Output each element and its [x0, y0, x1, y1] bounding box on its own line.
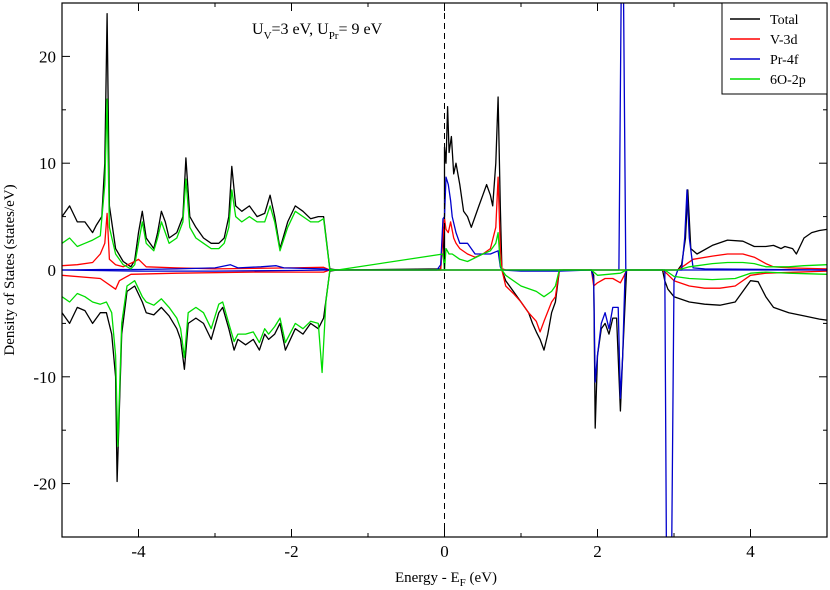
annotation-part2-sub: Pr: [329, 30, 339, 42]
x-tick-label: -4: [131, 542, 146, 561]
legend: Total V-3d Pr-4f 6O-2p: [721, 2, 828, 95]
annotation-part1: U: [252, 21, 264, 38]
series-lines: [62, 3, 827, 537]
legend-label-total: Total: [770, 13, 799, 28]
y-tick-labels: -20 -10 0 10 20: [33, 47, 56, 493]
x-tick-label: 0: [440, 542, 449, 561]
series-6o-2p-up: [62, 98, 827, 271]
series-total-up: [62, 13, 827, 271]
annotation-part3: = 9 eV: [338, 21, 382, 38]
y-tick-label: -20: [33, 475, 56, 494]
legend-label-v-3d: V-3d: [770, 33, 798, 48]
series-6o-2p-down: [62, 269, 827, 447]
hubbard-u-annotation: UV=3 eV, UPr= 9 eV: [252, 21, 383, 42]
plot-frame: [61, 2, 828, 538]
series-v-3d-down: [62, 269, 827, 333]
legend-label-6o-2p: 6O-2p: [770, 73, 806, 88]
y-tick-label: 0: [48, 261, 57, 280]
x-tick-label: 2: [593, 542, 602, 561]
x-axis-title-main: Energy - E: [395, 570, 460, 586]
x-axis-title-sub: F: [460, 577, 466, 589]
x-tick-label: -2: [284, 542, 298, 561]
x-tick-label: 4: [746, 542, 755, 561]
y-tick-label: -10: [33, 368, 56, 387]
y-tick-label: 10: [39, 154, 56, 173]
x-axis-title-unit: (eV): [466, 570, 497, 586]
annotation-part1-sub: V: [264, 30, 272, 42]
legend-label-pr-4f: Pr-4f: [770, 53, 799, 68]
x-axis-title: Energy - EF (eV): [395, 570, 497, 589]
x-tick-labels: -4 -2 0 2 4: [131, 542, 755, 561]
annotation-part2: =3 eV, U: [272, 21, 330, 38]
y-tick-label: 20: [39, 47, 56, 66]
y-axis-title: Density of States (states/eV): [2, 184, 18, 355]
series-v-3d-up: [62, 176, 827, 271]
